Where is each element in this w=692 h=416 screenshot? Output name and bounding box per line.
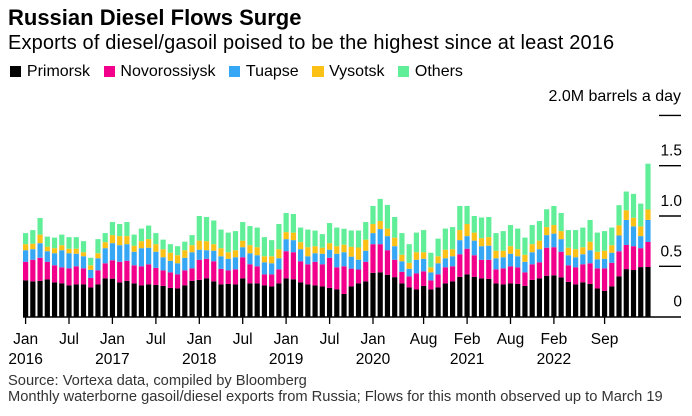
svg-text:Sep: Sep <box>591 331 619 348</box>
svg-text:Jan: Jan <box>187 331 212 348</box>
svg-text:2017: 2017 <box>95 351 129 368</box>
svg-text:Jan: Jan <box>100 331 125 348</box>
svg-text:2018: 2018 <box>182 351 216 368</box>
svg-text:Aug: Aug <box>410 331 438 348</box>
svg-text:2020: 2020 <box>356 351 391 368</box>
svg-text:Feb: Feb <box>541 331 568 348</box>
svg-text:Jul: Jul <box>146 331 166 348</box>
svg-text:Jan: Jan <box>361 331 386 348</box>
svg-text:Jul: Jul <box>59 331 79 348</box>
svg-text:1.0: 1.0 <box>660 193 682 210</box>
svg-text:Jan: Jan <box>274 331 299 348</box>
svg-text:Jan: Jan <box>13 331 38 348</box>
svg-text:0.5: 0.5 <box>660 243 682 260</box>
svg-text:Jul: Jul <box>233 331 253 348</box>
svg-text:2022: 2022 <box>537 351 571 368</box>
svg-text:Aug: Aug <box>497 331 525 348</box>
svg-text:2021: 2021 <box>450 351 484 368</box>
svg-text:Jul: Jul <box>320 331 340 348</box>
svg-text:0: 0 <box>673 294 682 311</box>
svg-text:2019: 2019 <box>269 351 303 368</box>
svg-text:1.5: 1.5 <box>660 143 682 160</box>
svg-text:Feb: Feb <box>454 331 481 348</box>
svg-text:2016: 2016 <box>8 351 42 368</box>
